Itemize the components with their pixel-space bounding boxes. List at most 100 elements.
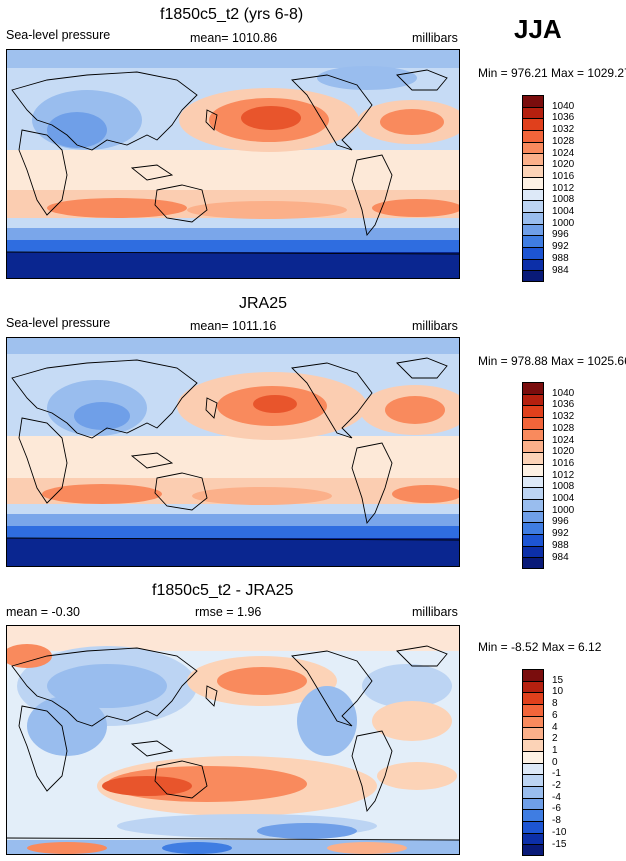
colorbar-swatch xyxy=(523,223,543,236)
colorbar-swatch xyxy=(523,270,543,282)
colorbar-swatch xyxy=(523,235,543,247)
colorbar-tick-label: -15 xyxy=(552,838,567,850)
panel1-mean-label: mean= 1010.86 xyxy=(190,31,278,45)
colorbar-swatch xyxy=(523,130,543,142)
colorbar-swatch xyxy=(523,211,543,224)
colorbar-swatch xyxy=(523,118,543,131)
panel2-title: JRA25 xyxy=(239,295,288,312)
colorbar-tick-label: 6 xyxy=(552,709,558,721)
colorbar-tick-label: 1008 xyxy=(552,194,575,206)
colorbar-swatch xyxy=(523,715,543,728)
colorbar-tick-label: 988 xyxy=(552,539,569,551)
colorbar-tick-label: 984 xyxy=(552,264,569,276)
colorbar-tick-label: 1040 xyxy=(552,387,575,399)
colorbar-tick-label: 1020 xyxy=(552,446,575,458)
colorbar-swatch xyxy=(523,188,543,201)
colorbar-swatch xyxy=(523,522,543,534)
colorbar-swatch xyxy=(523,200,543,212)
panel3-units-label: millibars xyxy=(412,605,458,619)
colorbar-tick-label: 1004 xyxy=(552,206,575,217)
colorbar-swatch xyxy=(523,557,543,569)
colorbar-swatch xyxy=(523,258,543,271)
season-label: JJA xyxy=(514,14,562,44)
panel2-map-svg xyxy=(7,338,459,566)
colorbar-swatch xyxy=(523,95,543,107)
colorbar-tick-label: 1032 xyxy=(552,411,575,423)
colorbar-tick-label: 8 xyxy=(552,698,558,710)
colorbar-tick-label: -8 xyxy=(552,815,561,827)
colorbar-tick-label: 1012 xyxy=(552,182,575,194)
colorbar-tick-label: 10 xyxy=(552,686,564,698)
panel3-rmse-label: rmse = 1.96 xyxy=(195,605,262,619)
colorbar-tick-label: 992 xyxy=(552,528,569,540)
colorbar-tick-label: 1008 xyxy=(552,481,575,493)
colorbar-swatch xyxy=(523,475,543,488)
panel3-colorbar-boxes xyxy=(522,669,544,856)
panel2-units-label: millibars xyxy=(412,319,458,333)
panel1-colorbar xyxy=(522,95,548,282)
colorbar-swatch xyxy=(523,428,543,441)
colorbar-swatch xyxy=(523,393,543,406)
panel3-map-svg xyxy=(7,626,459,854)
colorbar-tick-label: 1000 xyxy=(552,504,575,516)
colorbar-tick-label: 1020 xyxy=(552,159,575,171)
colorbar-tick-label: 1016 xyxy=(552,170,575,182)
colorbar-tick-label: 988 xyxy=(552,252,569,264)
colorbar-swatch xyxy=(523,762,543,775)
colorbar-swatch xyxy=(523,844,543,856)
colorbar-tick-label: 0 xyxy=(552,756,558,768)
colorbar-tick-label: -4 xyxy=(552,791,561,803)
colorbar-swatch xyxy=(523,809,543,821)
colorbar-tick-label: 1 xyxy=(552,744,558,756)
colorbar-swatch xyxy=(523,106,543,119)
colorbar-tick-label: 1036 xyxy=(552,399,575,411)
colorbar-tick-label: -10 xyxy=(552,826,567,838)
colorbar-swatch xyxy=(523,405,543,418)
colorbar-swatch xyxy=(523,141,543,154)
colorbar-swatch xyxy=(523,832,543,845)
panel3-colorbar xyxy=(522,669,548,856)
panel2-map xyxy=(6,337,460,567)
colorbar-tick-label: 1028 xyxy=(552,135,575,147)
colorbar-tick-label: -1 xyxy=(552,768,561,780)
colorbar-swatch xyxy=(523,669,543,681)
colorbar-swatch xyxy=(523,165,543,177)
colorbar-swatch xyxy=(523,452,543,464)
colorbar-tick-label: 996 xyxy=(552,229,569,241)
colorbar-tick-label: 1028 xyxy=(552,422,575,434)
colorbar-swatch xyxy=(523,498,543,511)
colorbar-swatch xyxy=(523,739,543,751)
panel1-units-label: millibars xyxy=(412,31,458,45)
colorbar-swatch xyxy=(523,487,543,499)
colorbar-tick-label: 1032 xyxy=(552,124,575,136)
colorbar-tick-label: 2 xyxy=(552,733,558,745)
panel1-minmax-label: Min = 976.21 Max = 1029.27 xyxy=(478,66,626,80)
colorbar-swatch xyxy=(523,680,543,693)
colorbar-swatch xyxy=(523,440,543,453)
panel3-minmax-label: Min = -8.52 Max = 6.12 xyxy=(478,640,602,654)
colorbar-swatch xyxy=(523,785,543,798)
colorbar-swatch xyxy=(523,750,543,763)
colorbar-tick-label: 1036 xyxy=(552,112,575,124)
colorbar-swatch xyxy=(523,510,543,523)
colorbar-swatch xyxy=(523,176,543,189)
colorbar-swatch xyxy=(523,417,543,429)
colorbar-tick-label: 1040 xyxy=(552,100,575,112)
colorbar-tick-label: 1024 xyxy=(552,147,575,159)
colorbar-swatch xyxy=(523,692,543,705)
panel2-mean-label: mean= 1011.16 xyxy=(190,319,277,333)
colorbar-tick-label: 1012 xyxy=(552,469,575,481)
panel2-minmax-label: Min = 978.88 Max = 1025.66 xyxy=(478,354,626,368)
panel2-colorbar-boxes xyxy=(522,382,544,569)
colorbar-tick-label: -6 xyxy=(552,803,561,815)
colorbar-tick-label: 992 xyxy=(552,241,569,253)
colorbar-tick-label: 1024 xyxy=(552,434,575,446)
colorbar-tick-label: 1004 xyxy=(552,493,575,504)
colorbar-swatch xyxy=(523,774,543,786)
colorbar-swatch xyxy=(523,463,543,476)
panel1-map-svg xyxy=(7,50,459,278)
colorbar-tick-label: 15 xyxy=(552,674,564,686)
colorbar-swatch xyxy=(523,820,543,833)
colorbar-tick-label: 984 xyxy=(552,551,569,563)
panel1-title: f1850c5_t2 (yrs 6-8) xyxy=(160,6,304,23)
